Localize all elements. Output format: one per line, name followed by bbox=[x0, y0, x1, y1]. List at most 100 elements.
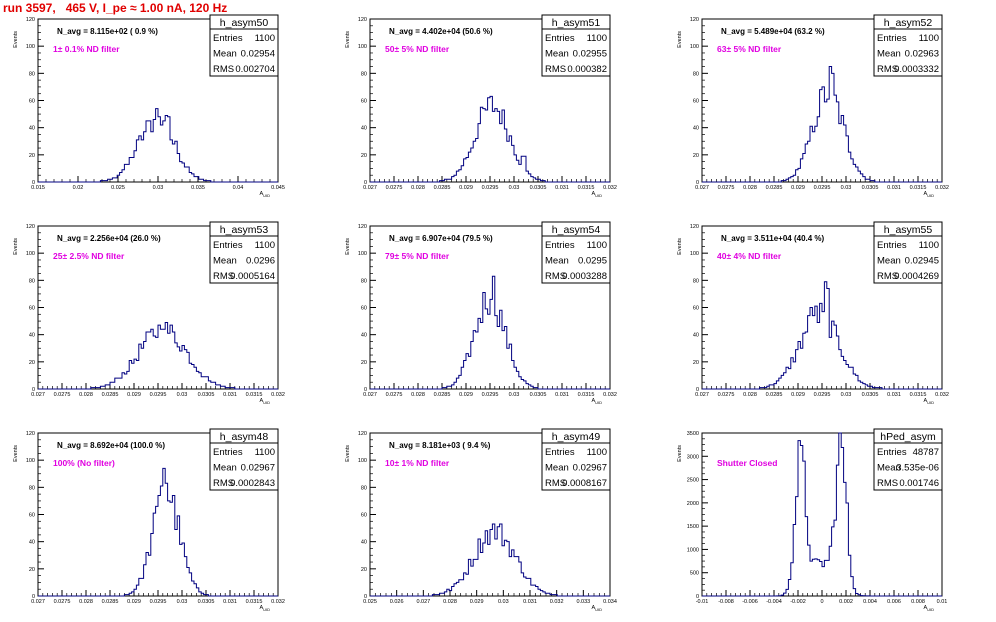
histogram-line bbox=[702, 66, 942, 183]
histogram-panel-h_asym51: 0 20 40 60 80 100 120 0.027 0.0275 0.028 0.0285 0.0… bbox=[345, 14, 617, 198]
stats-label-mean: Mean bbox=[213, 256, 237, 267]
x-tick-label: 0.03 bbox=[841, 185, 852, 191]
y-tick-label: 100 bbox=[690, 251, 699, 257]
y-tick-label: 2500 bbox=[687, 478, 699, 484]
histogram-name: h_asym48 bbox=[220, 431, 269, 443]
x-axis-title: AUID bbox=[259, 398, 270, 405]
navg-label: N_avg = 5.489e+04 (63.2 %) bbox=[721, 27, 825, 36]
stats-value-mean: 0.02967 bbox=[573, 463, 607, 474]
x-tick-label: 0.0305 bbox=[198, 599, 215, 605]
x-tick-label: 0.0315 bbox=[910, 392, 927, 398]
stats-box bbox=[873, 428, 943, 491]
y-tick-label: 0 bbox=[32, 387, 35, 393]
y-axis-title: Events bbox=[345, 445, 351, 462]
x-axis-title-sub: UID bbox=[595, 607, 602, 612]
x-tick-label: 0.028 bbox=[411, 392, 425, 398]
stats-value-rms: 0.000382 bbox=[567, 64, 607, 75]
x-tick-label: 0.035 bbox=[191, 185, 205, 191]
x-tick-label: 0.0295 bbox=[482, 392, 499, 398]
stats-box bbox=[541, 428, 611, 491]
y-axis-title: Events bbox=[13, 445, 19, 462]
filter-label: 79± 5% ND filter bbox=[385, 251, 450, 261]
x-axis-title-sub: UID bbox=[263, 607, 270, 612]
y-tick-label: 80 bbox=[361, 278, 367, 284]
stats-label-mean: Mean bbox=[545, 49, 569, 60]
stats-value-rms: 0.0004269 bbox=[894, 271, 939, 282]
x-axis-title-sub: UID bbox=[927, 400, 934, 405]
filter-label: 40± 4% ND filter bbox=[717, 251, 782, 261]
histogram-line bbox=[370, 523, 610, 597]
x-tick-label: 0.006 bbox=[887, 599, 901, 605]
x-tick-label: 0.0305 bbox=[530, 185, 547, 191]
y-tick-label: 120 bbox=[358, 17, 367, 23]
y-tick-label: 60 bbox=[361, 99, 367, 105]
x-axis-title-main: A bbox=[591, 398, 595, 404]
x-tick-label: 0.0305 bbox=[198, 392, 215, 398]
stats-label-rms: RMS bbox=[213, 64, 234, 75]
y-axis-title: Events bbox=[677, 238, 683, 255]
x-tick-label: 0.029 bbox=[791, 185, 805, 191]
x-tick-label: 0.0315 bbox=[246, 599, 263, 605]
x-tick-label: 0.031 bbox=[523, 599, 537, 605]
x-tick-label: -0.006 bbox=[742, 599, 758, 605]
stats-label-mean: Mean bbox=[877, 256, 901, 267]
y-tick-label: 60 bbox=[361, 306, 367, 312]
stats-label-mean: Mean bbox=[213, 49, 237, 60]
histogram-name: h_asym54 bbox=[552, 224, 601, 236]
stats-label-mean: Mean bbox=[213, 463, 237, 474]
y-tick-label: 500 bbox=[690, 571, 699, 577]
x-tick-label: 0.002 bbox=[839, 599, 853, 605]
stats-value-mean: 0.02963 bbox=[905, 49, 939, 60]
y-tick-label: 40 bbox=[693, 126, 699, 132]
stats-label-entries: Entries bbox=[877, 447, 907, 458]
x-tick-label: 0.0295 bbox=[814, 392, 831, 398]
x-tick-label: 0.0315 bbox=[910, 185, 927, 191]
stats-label-entries: Entries bbox=[213, 33, 243, 44]
x-tick-label: 0.0295 bbox=[150, 599, 167, 605]
x-tick-label: 0.04 bbox=[233, 185, 244, 191]
filter-label: 1± 0.1% ND filter bbox=[53, 44, 120, 54]
y-tick-label: 120 bbox=[690, 224, 699, 230]
x-tick-label: 0.027 bbox=[363, 185, 377, 191]
y-axis-title: Events bbox=[13, 31, 19, 48]
x-tick-label: 0.032 bbox=[271, 599, 285, 605]
y-tick-label: 20 bbox=[29, 360, 35, 366]
histogram-line bbox=[370, 95, 610, 183]
y-tick-label: 100 bbox=[358, 458, 367, 464]
y-axis-title: Events bbox=[345, 31, 351, 48]
y-tick-label: 40 bbox=[361, 540, 367, 546]
y-tick-label: 120 bbox=[26, 431, 35, 437]
y-tick-label: 40 bbox=[29, 126, 35, 132]
x-tick-label: 0.0285 bbox=[766, 392, 783, 398]
y-tick-label: 40 bbox=[361, 333, 367, 339]
x-axis-title-sub: UID bbox=[263, 400, 270, 405]
y-tick-label: 40 bbox=[29, 540, 35, 546]
x-tick-label: 0.029 bbox=[459, 392, 473, 398]
stats-value-rms: 0.002704 bbox=[235, 64, 275, 75]
y-tick-label: 100 bbox=[358, 251, 367, 257]
y-tick-label: 0 bbox=[32, 594, 35, 600]
y-tick-label: 60 bbox=[29, 99, 35, 105]
x-axis-title-sub: UID bbox=[927, 607, 934, 612]
histogram-panel-h_asym53: 0 20 40 60 80 100 120 0.027 0.0275 0.028 0.0285 0.0… bbox=[13, 221, 285, 405]
y-tick-label: 80 bbox=[29, 71, 35, 77]
y-tick-label: 40 bbox=[29, 333, 35, 339]
stats-label-mean: Mean bbox=[877, 49, 901, 60]
x-tick-label: 0.031 bbox=[887, 392, 901, 398]
x-tick-label: 0.031 bbox=[555, 392, 569, 398]
stats-label-mean: Mean bbox=[545, 463, 569, 474]
x-axis-title-sub: UID bbox=[927, 193, 934, 198]
y-tick-label: 20 bbox=[693, 360, 699, 366]
histogram-panel-h_asym52: 0 20 40 60 80 100 120 0.027 0.0275 0.028 0.0285 0.0… bbox=[677, 14, 949, 198]
stats-value-mean: 0.02945 bbox=[905, 256, 939, 267]
y-tick-label: 100 bbox=[690, 44, 699, 50]
stats-value-rms: 0.0003332 bbox=[894, 64, 939, 75]
x-tick-label: 0.03 bbox=[177, 599, 188, 605]
x-tick-label: 0.03 bbox=[498, 599, 509, 605]
stats-value-entries: 1100 bbox=[919, 33, 939, 44]
stats-value-rms: 0.001746 bbox=[899, 478, 939, 489]
histogram-line bbox=[702, 432, 942, 597]
y-tick-label: 40 bbox=[361, 126, 367, 132]
x-tick-label: -0.002 bbox=[790, 599, 806, 605]
x-tick-label: 0.0275 bbox=[54, 599, 71, 605]
